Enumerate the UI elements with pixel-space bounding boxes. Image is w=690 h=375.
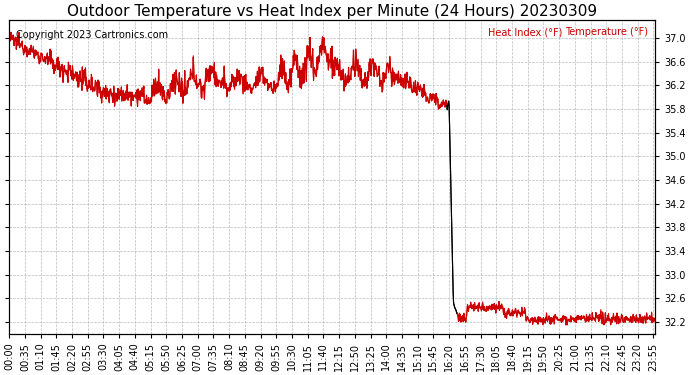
Legend: Heat Index (°F), Temperature (°F): Heat Index (°F), Temperature (°F) <box>486 25 650 39</box>
Text: Copyright 2023 Cartronics.com: Copyright 2023 Cartronics.com <box>16 30 168 40</box>
Title: Outdoor Temperature vs Heat Index per Minute (24 Hours) 20230309: Outdoor Temperature vs Heat Index per Mi… <box>67 4 598 19</box>
